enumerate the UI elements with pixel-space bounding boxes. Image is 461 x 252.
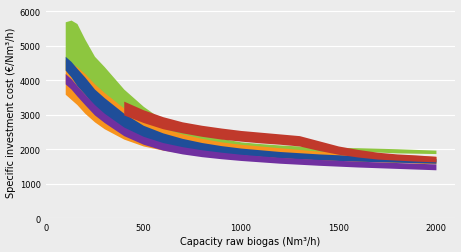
- X-axis label: Capacity raw biogas (Nm³/h): Capacity raw biogas (Nm³/h): [180, 237, 321, 246]
- Y-axis label: Specific investment cost (€/Nm³/h): Specific investment cost (€/Nm³/h): [6, 27, 16, 197]
